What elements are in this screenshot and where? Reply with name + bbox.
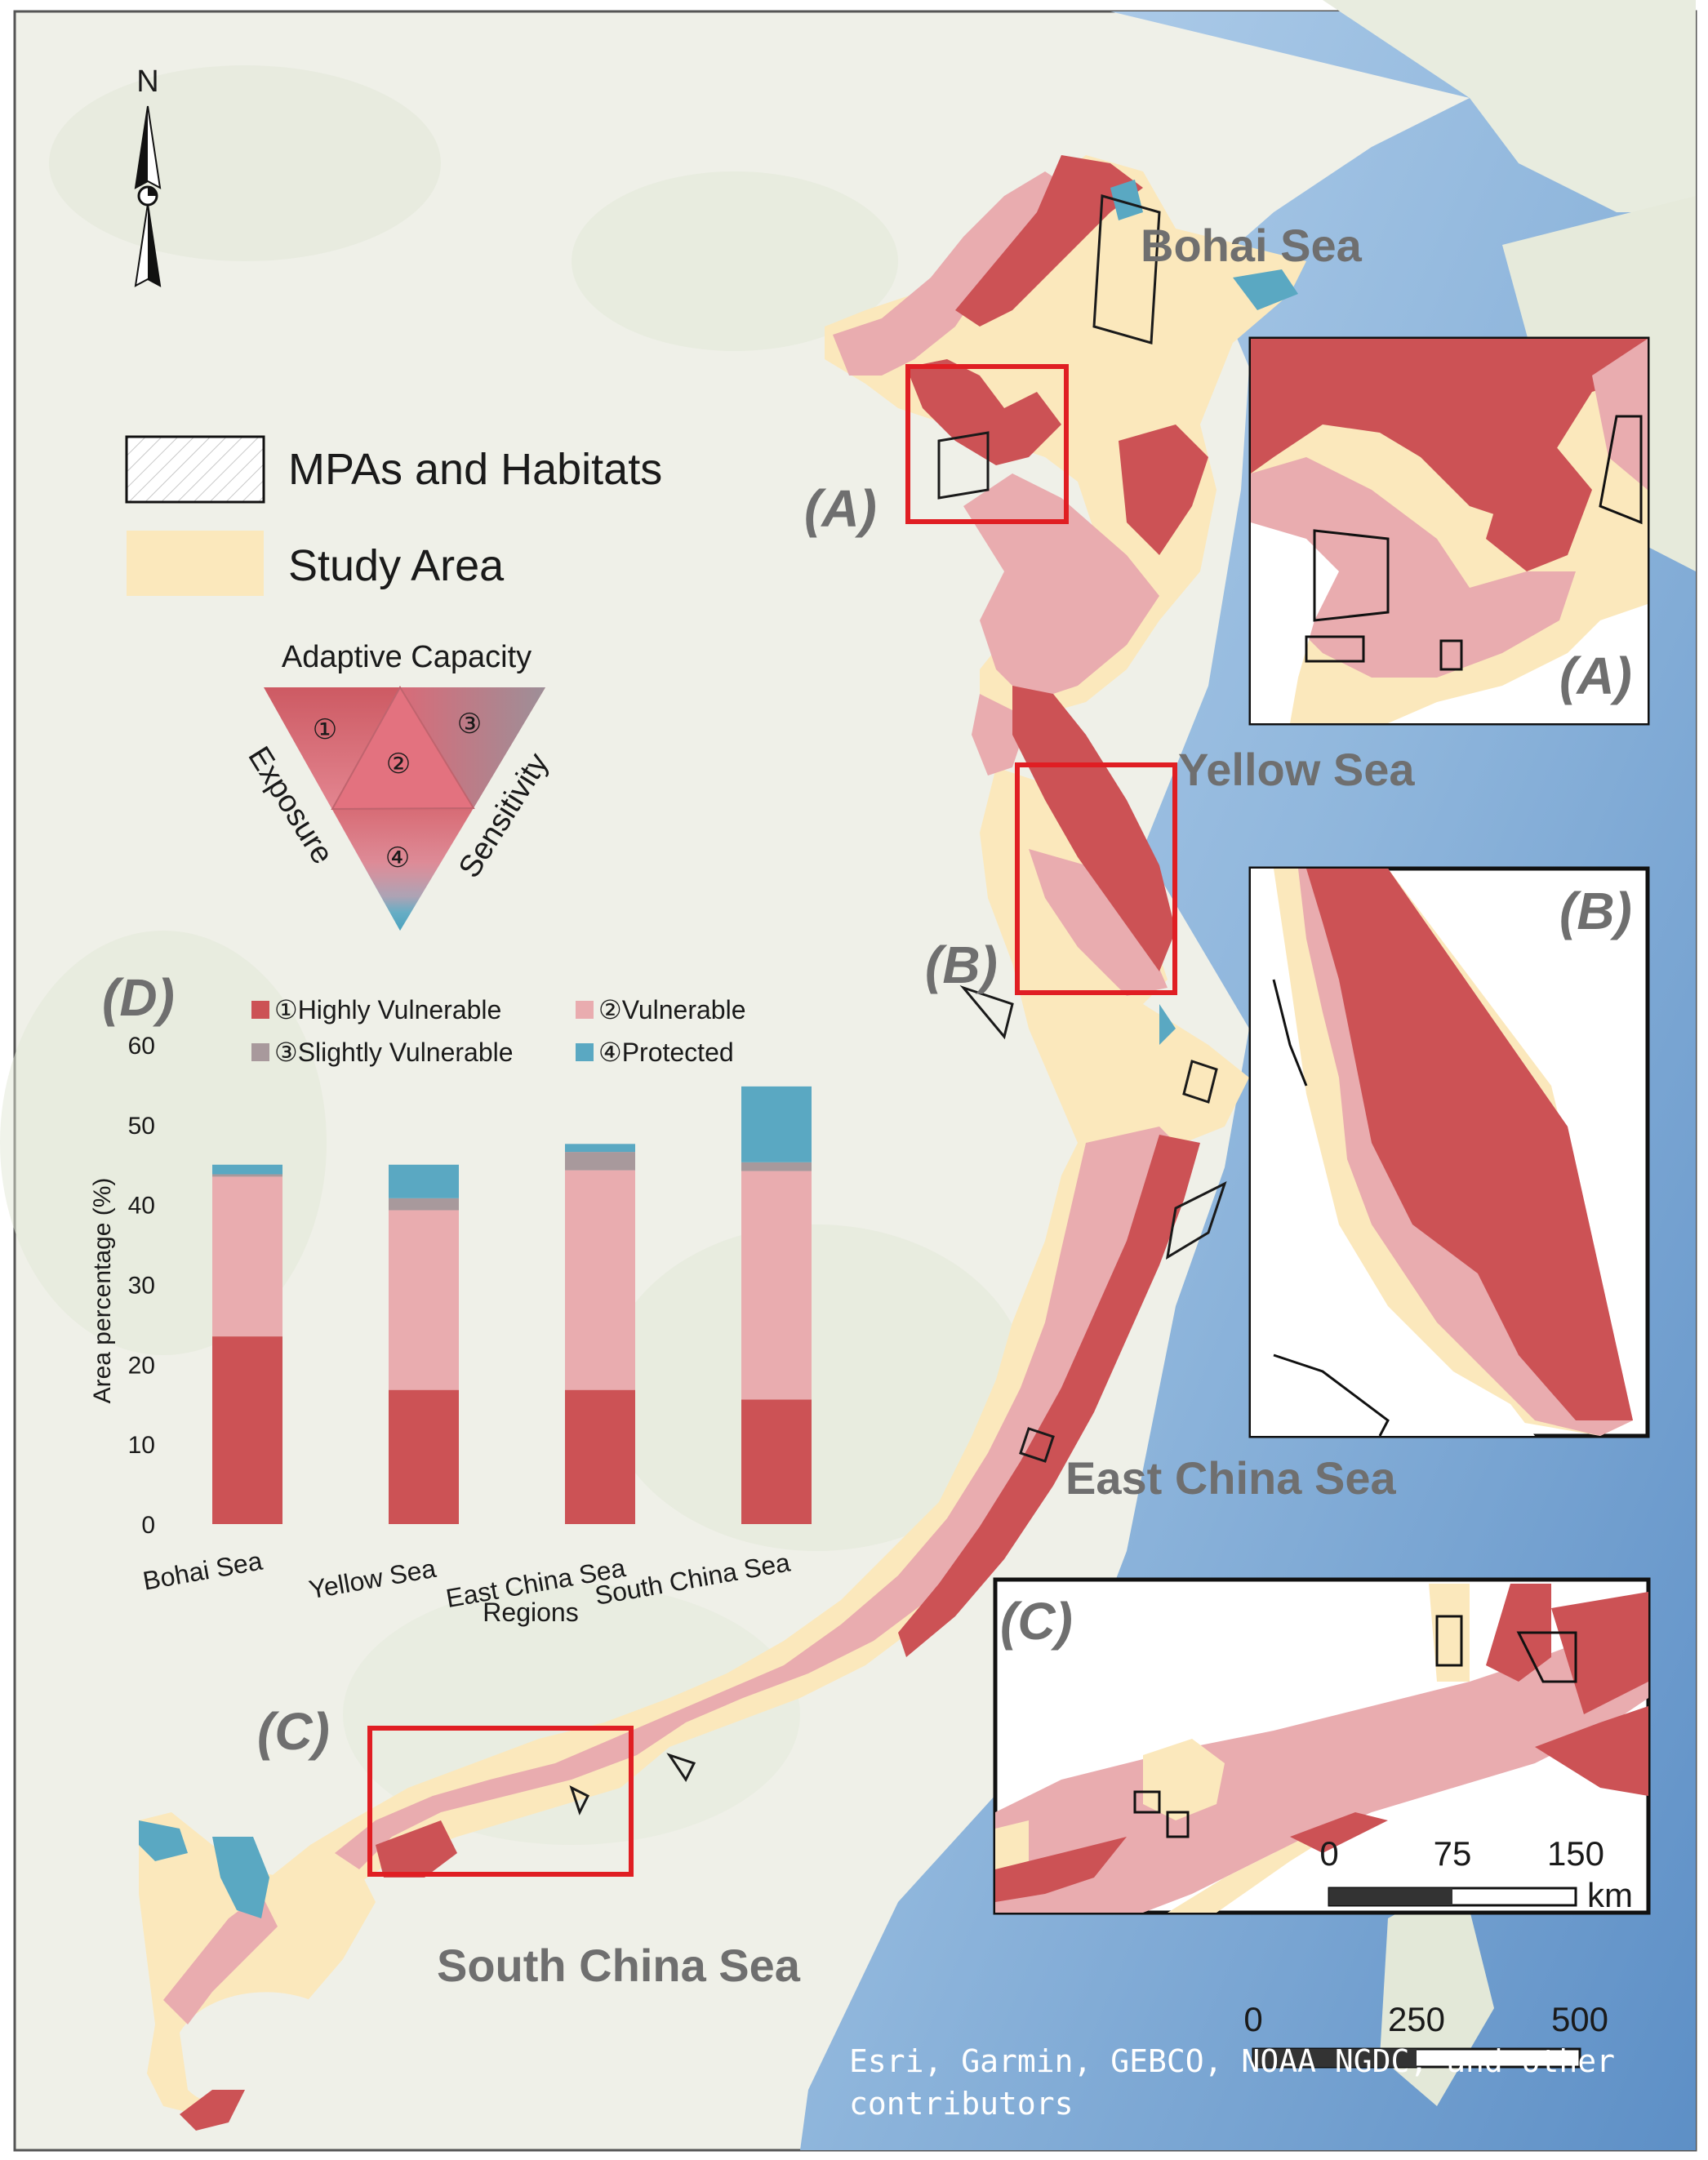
zoom-frame-c <box>367 1726 634 1877</box>
study-area-legend-label: Study Area <box>288 541 505 590</box>
chart-legend: ①Highly Vulnerable ②Vulnerable ③Slightly V… <box>251 995 746 1067</box>
sea-label-yellow: Yellow Sea <box>1178 744 1415 795</box>
chart-label-d: (D) <box>102 968 175 1027</box>
protected-zones <box>139 180 1298 1918</box>
chart-bar-segment <box>212 1164 282 1175</box>
chart-y-axis-title: Area percentage (%) <box>89 1178 116 1404</box>
chart-y-tick: 30 <box>128 1273 155 1300</box>
chart-bar-segment <box>565 1152 635 1171</box>
chart-y-axis: 0 10 20 30 40 50 60 <box>128 1033 155 1539</box>
mpa-swatch <box>125 435 265 504</box>
attribution-line-2: contributors <box>849 2086 1074 2122</box>
chart-y-tick: 60 <box>128 1033 155 1060</box>
main-scale-tick-0: 0 <box>1243 2000 1262 2038</box>
chart-bar-segment <box>389 1210 459 1390</box>
chart-bar-segment <box>212 1174 282 1177</box>
chart-bar-segment <box>741 1086 812 1162</box>
main-scale-bar: 0 250 500 <box>1243 2000 1608 2069</box>
study-area-swatch <box>127 531 264 596</box>
map-label-c: (C) <box>257 1702 330 1761</box>
chart-bar-segment <box>565 1144 635 1153</box>
inset-scale-tick-2: 150 <box>1547 1834 1604 1873</box>
inset-b: (B) <box>1248 866 1650 1438</box>
inset-scale-unit: km <box>1587 1876 1633 1914</box>
sea-label-east-china: East China Sea <box>1065 1452 1396 1504</box>
attribution-line-1: Esri, Garmin, GEBCO, NOAA NGDC, and othe… <box>849 2043 1615 2079</box>
chart-legend-label: ④Protected <box>598 1038 734 1067</box>
chart-y-tick: 0 <box>141 1512 155 1539</box>
inset-scale-bar: 0 75 150 km <box>1319 1834 1633 1914</box>
chart-legend-swatch <box>251 1001 269 1019</box>
chart-y-tick: 50 <box>128 1113 155 1140</box>
chart-y-tick: 20 <box>128 1352 155 1379</box>
chart-bar-segment <box>565 1389 635 1524</box>
triangle-top-label: Adaptive Capacity <box>282 640 532 674</box>
triangle-marker-3: ③ <box>457 709 482 740</box>
chart-bar-segment <box>741 1171 812 1400</box>
map-label-a: (A) <box>804 479 877 538</box>
chart-bars <box>212 1086 812 1524</box>
inset-a-label: (A) <box>1559 647 1632 705</box>
inset-scale-tick-0: 0 <box>1319 1834 1338 1873</box>
chart-bar-segment <box>389 1198 459 1211</box>
chart-y-tick: 40 <box>128 1193 155 1220</box>
sea-label-bohai: Bohai Sea <box>1141 220 1363 271</box>
chart-legend-swatch <box>576 1001 594 1019</box>
inset-c-label: (C) <box>1000 1592 1073 1651</box>
chart-bar-segment <box>741 1162 812 1171</box>
inset-scale-tick-1: 75 <box>1434 1834 1472 1873</box>
mpa-legend-label: MPAs and Habitats <box>288 445 662 494</box>
inset-a: (A) <box>1248 336 1650 726</box>
map-label-b: (B) <box>925 936 998 994</box>
sea-label-south-china: South China Sea <box>437 1940 801 1991</box>
chart-bar-segment <box>741 1399 812 1524</box>
zoom-frame-b <box>1015 762 1177 995</box>
chart-bar-segment <box>212 1176 282 1337</box>
zoom-frame-a <box>905 364 1069 524</box>
north-label: N <box>136 64 158 99</box>
inset-b-label: (B) <box>1559 882 1632 940</box>
triangle-marker-1: ① <box>313 714 337 745</box>
chart-bar-segment <box>212 1336 282 1524</box>
mpa-outlines <box>569 194 1227 1816</box>
triangle-marker-4: ④ <box>385 842 410 873</box>
chart-legend-label: ①Highly Vulnerable <box>274 995 501 1024</box>
chart-bar-segment <box>389 1389 459 1524</box>
map-legend: MPAs and Habitats Study Area <box>125 435 662 596</box>
chart-bar-segment <box>389 1164 459 1198</box>
chart-legend-swatch <box>251 1043 269 1061</box>
chart-y-tick: 10 <box>128 1432 155 1459</box>
triangle-marker-2: ② <box>386 749 411 780</box>
chart-legend-label: ②Vulnerable <box>598 995 746 1024</box>
north-arrow: N <box>134 64 162 287</box>
highly-vulnerable-zones <box>180 155 1208 2131</box>
main-scale-tick-2: 500 <box>1551 2000 1608 2038</box>
chart-x-axis-title: Regions <box>483 1598 578 1627</box>
main-scale-tick-1: 250 <box>1388 2000 1445 2038</box>
chart-legend-swatch <box>576 1043 594 1061</box>
chart-legend-label: ③Slightly Vulnerable <box>274 1038 514 1067</box>
chart-bar-segment <box>565 1170 635 1390</box>
inset-c: (C) 0 75 150 km <box>993 1577 1651 1915</box>
